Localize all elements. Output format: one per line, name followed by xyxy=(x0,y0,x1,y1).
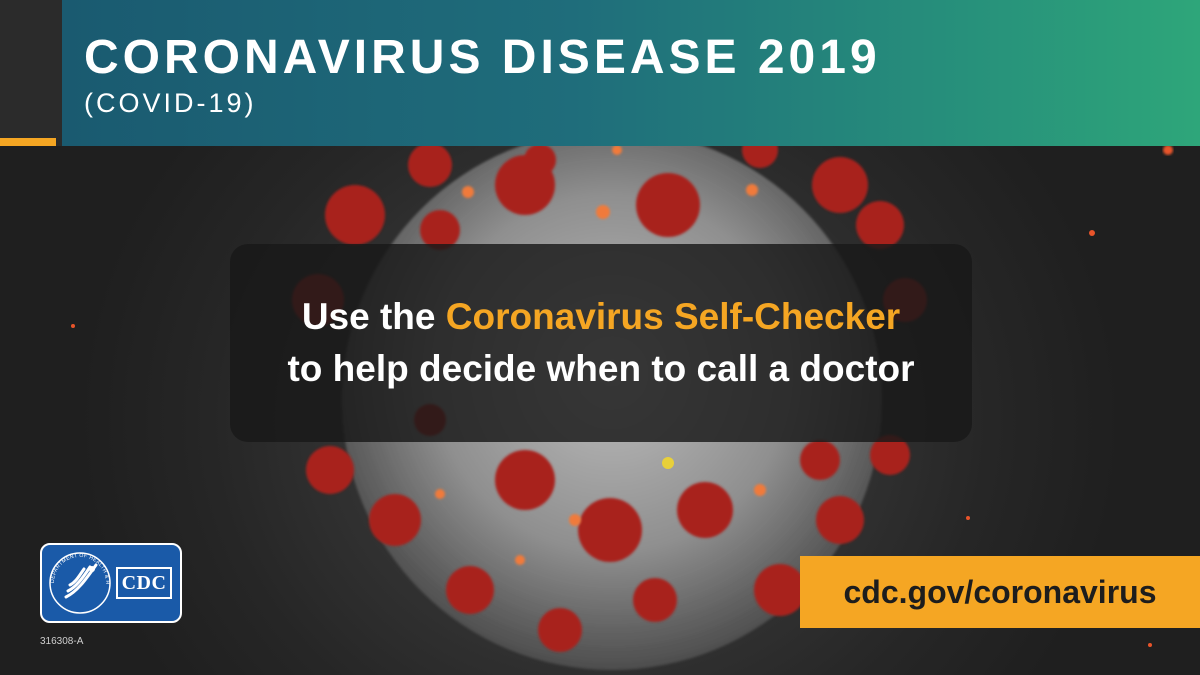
header-left-block xyxy=(0,0,62,146)
cdc-logo-text: CDC xyxy=(121,571,167,594)
message-line-2: to help decide when to call a doctor xyxy=(287,348,915,389)
page-subtitle: (COVID-19) xyxy=(84,88,257,118)
self-checker-highlight: Coronavirus Self-Checker xyxy=(445,296,901,337)
header-accent-bar xyxy=(0,138,56,146)
url-link[interactable]: cdc.gov/coronavirus xyxy=(843,573,1157,610)
header-banner xyxy=(62,0,1200,146)
message-prefix: Use the xyxy=(301,296,446,337)
hhs-seal-icon: DEPARTMENT OF HEALTH & HUMAN SERVICES US… xyxy=(40,541,111,614)
message-line-1: Use the Coronavirus Self-Checker xyxy=(302,291,900,343)
hhs-cdc-logo: DEPARTMENT OF HEALTH & HUMAN SERVICES US… xyxy=(40,541,182,623)
document-code: 316308-A xyxy=(40,636,84,647)
message-box: Use the Coronavirus Self-Checker to help… xyxy=(230,244,972,442)
cdc-logo-icon: CDC xyxy=(116,567,172,599)
url-banner[interactable]: cdc.gov/coronavirus xyxy=(800,556,1200,628)
page-title: CORONAVIRUS DISEASE 2019 xyxy=(84,31,881,84)
